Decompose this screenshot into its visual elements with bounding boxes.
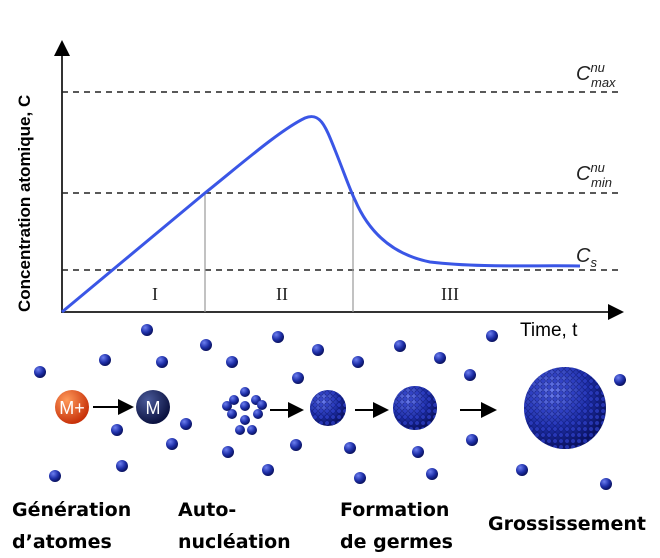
stage-caption: d’atomes <box>12 531 112 553</box>
atom <box>227 409 237 419</box>
atom <box>292 372 304 384</box>
stage-label: I <box>152 284 158 304</box>
atom <box>200 339 212 351</box>
level-label: Cnu max <box>576 60 616 90</box>
level-lines <box>62 91 620 271</box>
atom <box>235 425 245 435</box>
atom <box>614 374 626 386</box>
stage-caption: Grossissement <box>488 513 646 535</box>
level-symbol: C <box>576 63 591 85</box>
atom <box>312 344 324 356</box>
ion-sphere <box>55 390 89 424</box>
atom <box>156 356 168 368</box>
stage-label: III <box>441 284 459 304</box>
level-sub: max <box>591 75 616 90</box>
level-sub: s <box>590 255 597 270</box>
atom-sphere <box>136 390 170 424</box>
atom <box>240 415 250 425</box>
axes <box>54 40 624 320</box>
stage-caption: nucléation <box>178 531 291 553</box>
atom <box>352 356 364 368</box>
atom <box>226 356 238 368</box>
atom <box>222 446 234 458</box>
stage-caption: Formation <box>340 499 449 521</box>
level-label: Cnu min <box>576 160 612 190</box>
atom <box>240 401 250 411</box>
level-sup: nu <box>590 160 604 175</box>
atom <box>111 424 123 436</box>
particle <box>524 367 606 449</box>
atom <box>600 478 612 490</box>
atom <box>116 460 128 472</box>
atom <box>49 470 61 482</box>
level-symbol: C <box>576 163 591 185</box>
atom <box>257 400 267 410</box>
stage-caption: Auto- <box>178 499 236 521</box>
x-axis-label: Time, t <box>520 320 578 341</box>
concentration-curve <box>61 115 581 314</box>
atom <box>166 438 178 450</box>
atom <box>262 464 274 476</box>
atom <box>272 331 284 343</box>
atom <box>180 418 192 430</box>
y-axis-label: Concentration atomique, C <box>15 95 34 312</box>
atom <box>34 366 46 378</box>
level-symbol: C <box>576 245 591 267</box>
atom <box>394 340 406 352</box>
atom <box>516 464 528 476</box>
atom <box>290 439 302 451</box>
atom-label: M <box>146 398 161 418</box>
level-label: Cs <box>576 245 597 270</box>
stage-caption: de germes <box>340 531 453 553</box>
atom <box>354 472 366 484</box>
atom <box>99 354 111 366</box>
atom <box>247 425 257 435</box>
atom <box>486 330 498 342</box>
level-sup: nu <box>590 60 604 75</box>
atom <box>240 387 250 397</box>
atom <box>434 352 446 364</box>
atom <box>466 434 478 446</box>
atom <box>229 395 239 405</box>
stage-label: II <box>276 284 288 304</box>
level-sub: min <box>591 175 612 190</box>
atom <box>464 369 476 381</box>
germ <box>393 386 437 430</box>
atom <box>412 446 424 458</box>
atom <box>141 324 153 336</box>
atom <box>344 442 356 454</box>
nuclei <box>222 387 267 435</box>
stage-dividers <box>204 193 354 312</box>
atom <box>253 409 263 419</box>
atom <box>222 401 232 411</box>
germ <box>310 390 346 426</box>
stage-caption: Génération <box>12 499 131 521</box>
atom <box>426 468 438 480</box>
ion-label: M+ <box>59 398 85 418</box>
